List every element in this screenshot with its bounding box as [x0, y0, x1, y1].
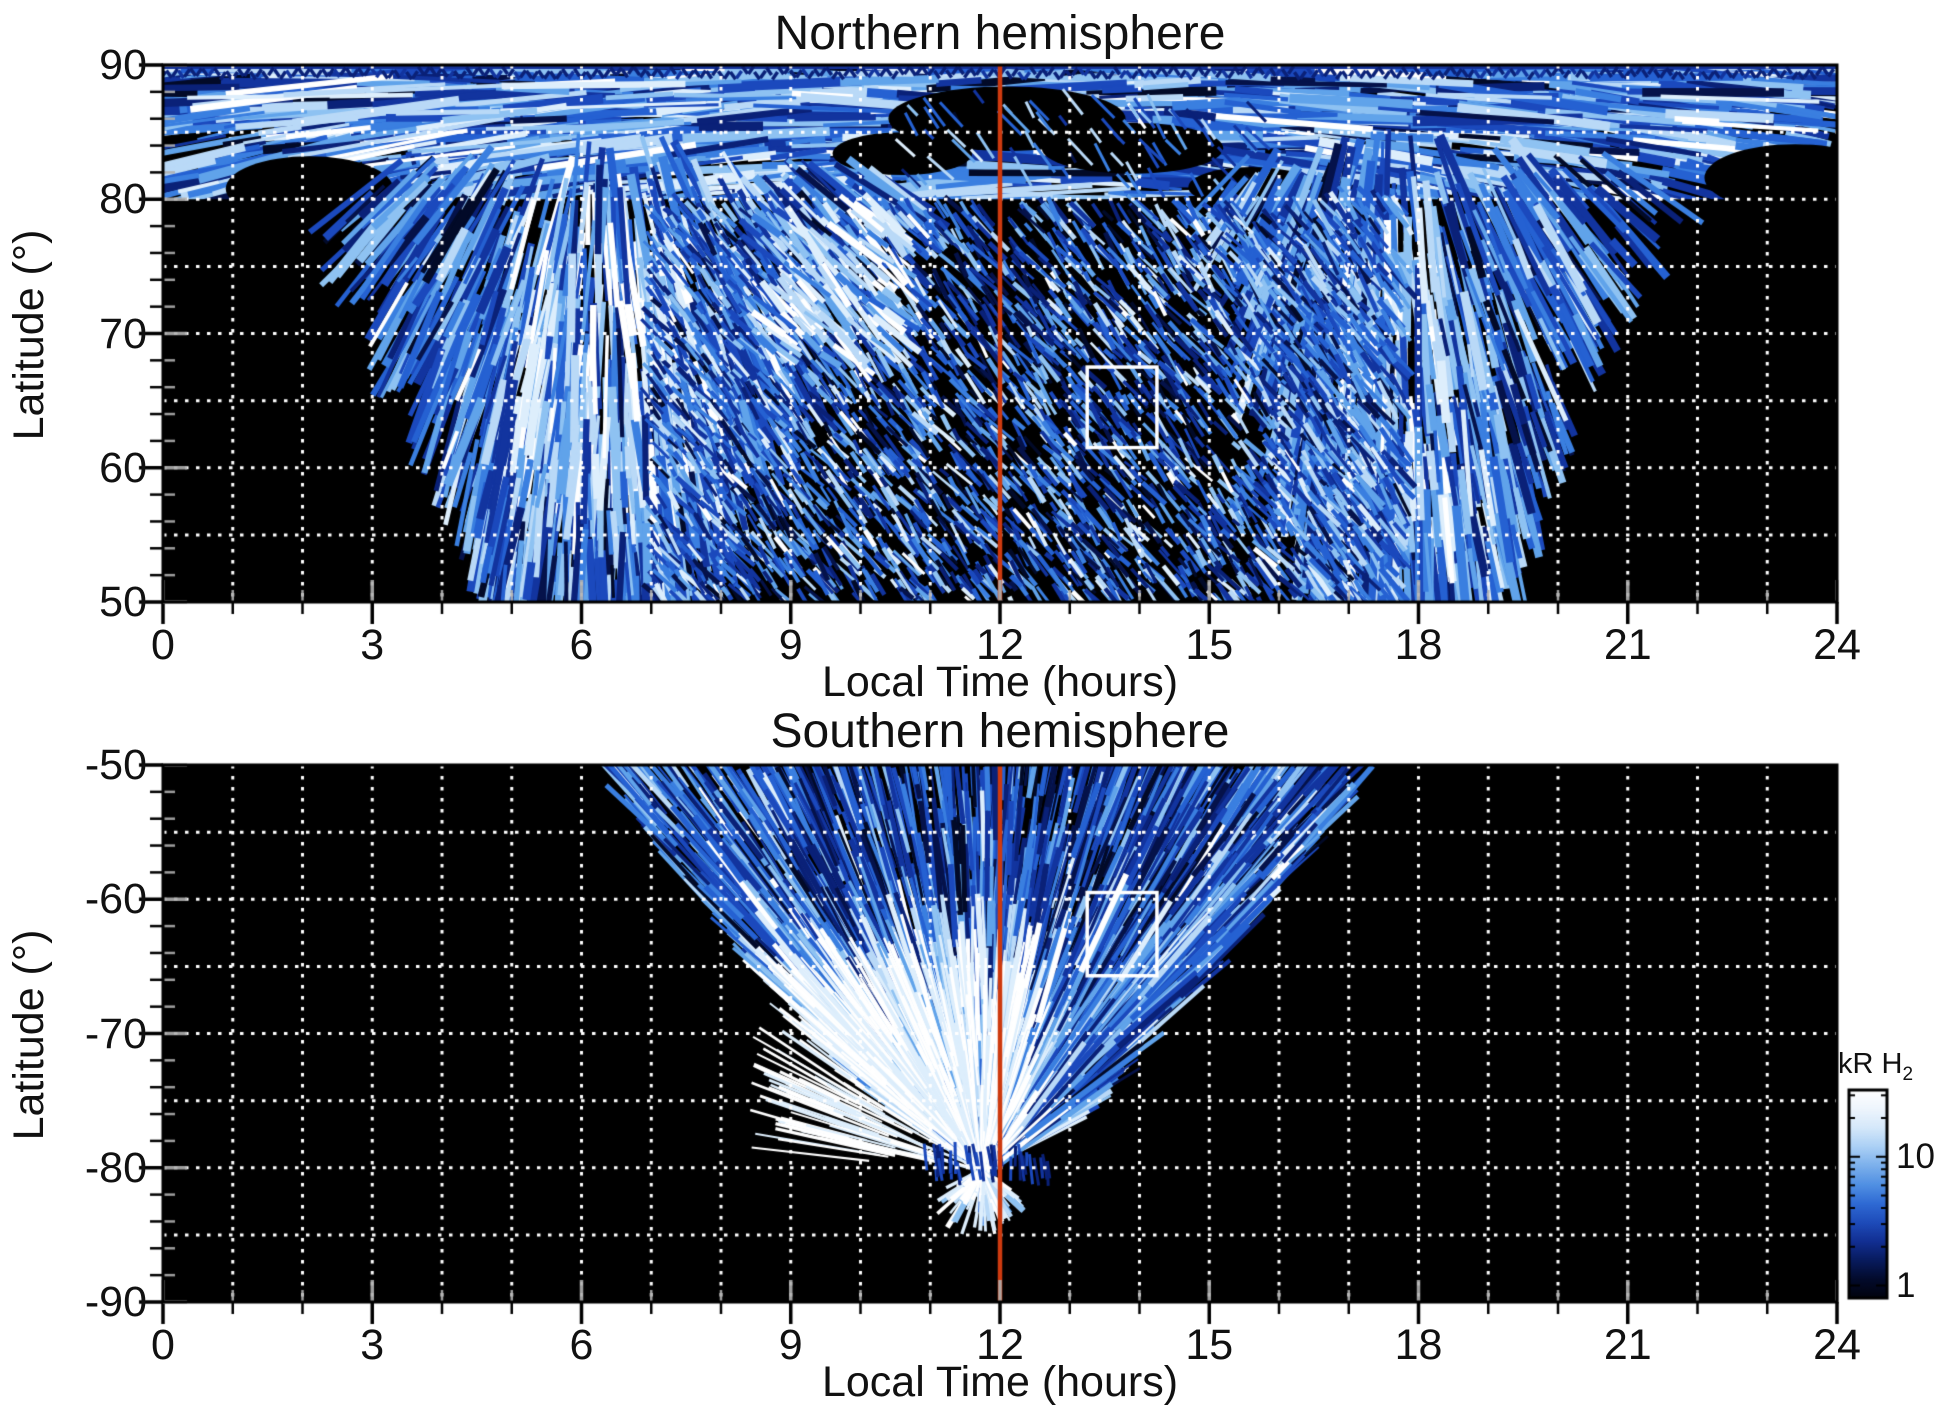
colorbar-tick-label: 1 [1896, 1265, 1916, 1305]
north-panel-title: Northern hemisphere [774, 7, 1226, 60]
colorbar-unit-subscript: 2 [1902, 1064, 1914, 1085]
north-x-tick-label: 12 [976, 621, 1024, 669]
north-y-tick-label: 90 [99, 41, 147, 89]
north-x-tick-label: 18 [1394, 621, 1443, 669]
north-y-tick-label: 50 [99, 578, 147, 626]
north-x-tick-label: 3 [360, 621, 385, 669]
south-x-tick-label: 6 [569, 1321, 594, 1369]
colorbar-tick-label: 10 [1896, 1136, 1935, 1176]
south-x-tick-label: 24 [1813, 1321, 1861, 1369]
north-x-axis-label: Local Time (hours) [821, 658, 1179, 706]
north-x-tick-label: 24 [1813, 621, 1861, 669]
south-y-tick-label: -60 [84, 875, 147, 924]
south-panel-title: Southern hemisphere [770, 705, 1230, 758]
colorbar-unit-label: kR H2 [1838, 1048, 1913, 1086]
north-x-tick-label: 0 [151, 621, 175, 669]
south-x-tick-label: 18 [1394, 1321, 1443, 1369]
north-x-tick-label: 21 [1603, 621, 1652, 669]
north-y-tick-label: 70 [99, 309, 147, 358]
south-x-tick-label: 9 [778, 1321, 803, 1369]
south-x-tick-label: 3 [360, 1321, 385, 1369]
north-x-tick-label: 15 [1185, 621, 1234, 669]
south-x-tick-label: 21 [1603, 1321, 1652, 1369]
south-x-tick-label: 0 [151, 1321, 175, 1369]
south-x-tick-label: 15 [1185, 1321, 1234, 1369]
south-y-tick-label: -90 [84, 1278, 147, 1326]
north-y-tick-label: 80 [99, 175, 147, 224]
north-y-tick-label: 60 [99, 443, 147, 492]
north-x-tick-label: 6 [569, 621, 594, 669]
south-y-tick-label: -70 [84, 1009, 147, 1058]
south-x-axis-label: Local Time (hours) [821, 1358, 1179, 1406]
colorbar-unit-text: kR H [1838, 1048, 1903, 1080]
south-y-tick-label: -50 [84, 741, 147, 789]
south-y-tick-label: -80 [84, 1143, 147, 1192]
south-x-tick-label: 12 [976, 1321, 1024, 1369]
north-x-tick-label: 9 [778, 621, 803, 669]
